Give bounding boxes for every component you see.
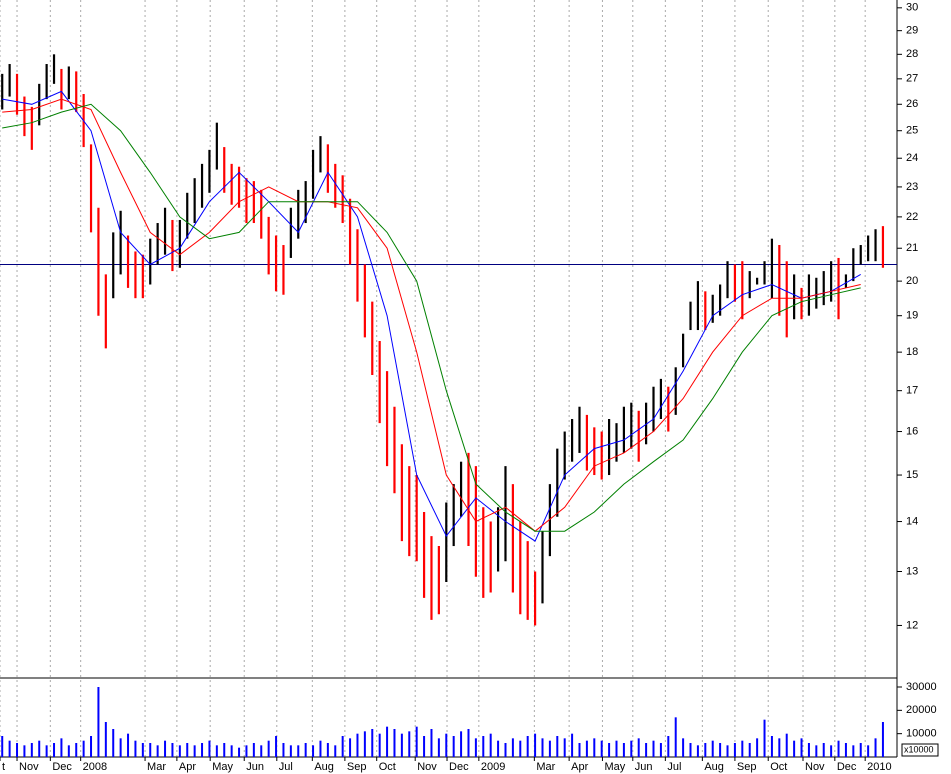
x-tick-label: Aug — [704, 761, 724, 773]
y-tick-label: 12 — [906, 619, 918, 631]
x-tick-label: Dec — [837, 761, 857, 773]
y-tick-label: 30 — [906, 2, 918, 14]
moving-average — [2, 90, 861, 542]
x-tick-label: Sep — [737, 761, 757, 773]
volume-tick-label: 20000 — [906, 704, 937, 716]
y-tick-label: 29 — [906, 25, 918, 37]
x-tick-label: Aug — [314, 761, 334, 773]
x-tick-label: May — [604, 761, 625, 773]
volume-tick-label: 10000 — [906, 728, 937, 740]
x-tick-label: Sep — [347, 761, 367, 773]
y-tick-label: 14 — [906, 515, 918, 527]
y-tick-label: 27 — [906, 73, 918, 85]
x-tick-label: 2008 — [83, 761, 107, 773]
y-tick-label: 18 — [906, 346, 918, 358]
moving-average — [2, 103, 861, 532]
x-tick-label: Mar — [147, 761, 166, 773]
x-tick-label: 2010 — [867, 761, 891, 773]
x-tick-label: Nov — [805, 761, 825, 773]
volume-tick-label: 30000 — [906, 681, 937, 693]
volume-unit: x10000 — [904, 744, 934, 754]
y-tick-label: 23 — [906, 181, 918, 193]
y-tick-label: 24 — [906, 152, 918, 164]
y-tick-label: 19 — [906, 310, 918, 322]
x-tick-label: Jun — [635, 761, 653, 773]
x-tick-label: Apr — [179, 761, 196, 773]
x-tick-label: Apr — [571, 761, 588, 773]
unit-box — [901, 743, 939, 757]
y-tick-label: 16 — [906, 425, 918, 437]
moving-average — [2, 98, 861, 532]
x-tick-label: Dec — [449, 761, 469, 773]
y-tick-label: 20 — [906, 275, 918, 287]
y-tick-label: 22 — [906, 211, 918, 223]
y-tick-label: 28 — [906, 48, 918, 60]
x-tick-label: Jun — [246, 761, 264, 773]
x-tick-label: May — [212, 761, 233, 773]
x-tick-label: 2009 — [481, 761, 505, 773]
x-tick-label: Dec — [52, 761, 72, 773]
x-tick-label: Oct — [770, 761, 787, 773]
x-tick-label: Jul — [279, 761, 293, 773]
x-tick-label: t — [2, 761, 5, 773]
y-tick-label: 26 — [906, 98, 918, 110]
x-tick-label: Mar — [536, 761, 555, 773]
y-tick-label: 21 — [906, 242, 918, 254]
x-tick-label: Oct — [379, 761, 396, 773]
y-tick-label: 13 — [906, 565, 918, 577]
x-tick-label: Nov — [19, 761, 39, 773]
x-tick-label: Nov — [417, 761, 437, 773]
y-tick-label: 15 — [906, 469, 918, 481]
x-tick-label: Jul — [667, 761, 681, 773]
y-tick-label: 25 — [906, 125, 918, 137]
y-tick-label: 17 — [906, 385, 918, 397]
